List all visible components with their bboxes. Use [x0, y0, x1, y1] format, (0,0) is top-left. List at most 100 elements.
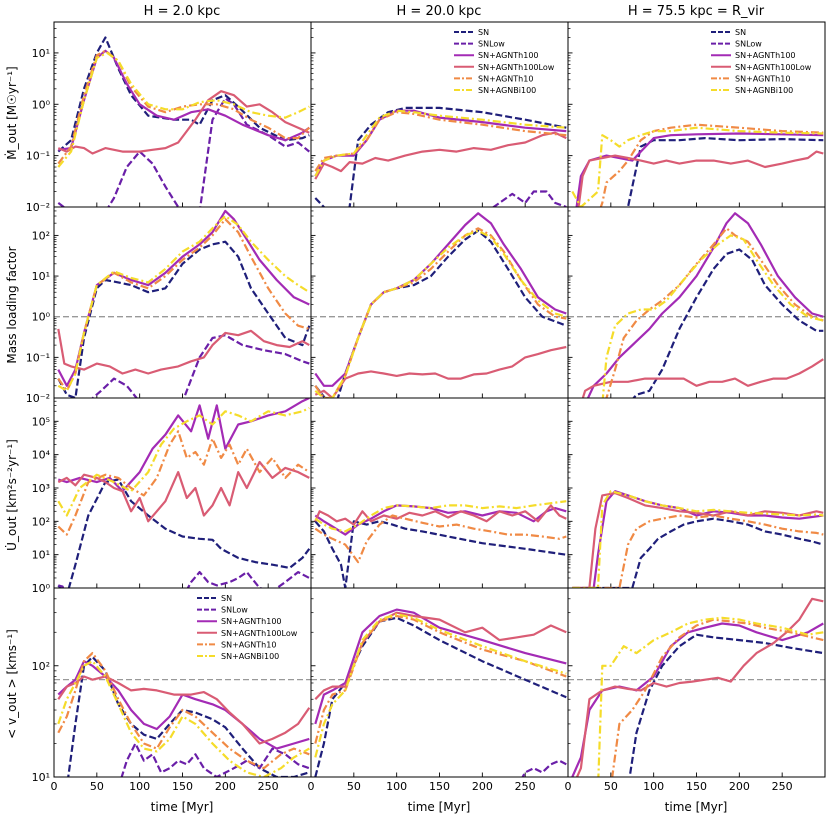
series-line-sn-agnbi100 [314, 500, 567, 533]
x-tick-label: 100 [386, 780, 407, 793]
y-label-row-0: Ṁ_out [M☉yr⁻¹] [4, 66, 19, 159]
panel-r2-c2 [567, 397, 826, 589]
x-tick-label: 150 [686, 780, 707, 793]
series-line-sn [314, 229, 567, 398]
series-line-sn [57, 240, 311, 398]
panel-frame [567, 21, 826, 208]
legend-label: SN+AGNTh100Low [735, 63, 812, 72]
legend-label: SN [735, 28, 746, 37]
column-title-0: H = 2.0 kpc [144, 4, 221, 19]
series-group [57, 398, 311, 588]
legend-label: SN+AGNBi100 [735, 86, 793, 95]
panel-frame [567, 587, 826, 778]
x-tick-label: 150 [172, 780, 193, 793]
panel-r1-c2 [567, 206, 826, 399]
y-tick-label: 10⁻² [26, 392, 50, 405]
column-title-1: H = 20.0 kpc [397, 4, 482, 19]
legend-label: SN+AGNTh10 [735, 74, 790, 83]
legend-label: SN+AGNTh10 [478, 74, 533, 83]
legend-2: SN SNLow SN+AGNTh100 SN+AGNTh100Low SN+AGNTh… [197, 594, 298, 661]
series-line-sn-agnbi100 [314, 229, 567, 398]
column-title-2: H = 75.5 kpc = R_vir [628, 4, 765, 19]
series-group [57, 652, 311, 777]
panel-frame [310, 21, 569, 208]
series-line-sn-agnth100 [57, 209, 310, 387]
y-axis-labels: Ṁ_out [M☉yr⁻¹] Mass loading factor U̇_ou… [4, 66, 19, 739]
series-line-sn [628, 633, 824, 777]
legend-label: SN+AGNTh100 [221, 617, 282, 626]
series-line-sn-agnth100low [314, 504, 567, 526]
y-tick-label: 10² [32, 515, 50, 528]
column-titles: H = 2.0 kpc H = 20.0 kpc H = 75.5 kpc = … [144, 4, 765, 19]
y-tick-label: 10⁴ [32, 449, 51, 462]
series-group [57, 209, 311, 398]
legend-label: SN [221, 594, 232, 603]
legend-label: SNLow [478, 40, 505, 49]
legend-1: SN SNLow SN+AGNTh100 SN+AGNTh100Low SN+AGNTh… [711, 28, 812, 95]
x-tick-label: 250 [515, 780, 536, 793]
series-group [572, 490, 824, 588]
panel-frame [53, 397, 312, 589]
x-tick-label: 0 [308, 780, 315, 793]
series-line-sn-agnth100low [57, 675, 311, 745]
series-line-snlow [91, 334, 310, 398]
series-line-snlow [120, 742, 310, 777]
panel-frame [567, 206, 826, 399]
series-group [314, 608, 567, 777]
x-tick-label: 200 [472, 780, 493, 793]
y-tick-label: 10⁵ [32, 415, 50, 428]
legend-label: SN+AGNTh100 [735, 51, 796, 60]
series-line-sn-agnth100 [314, 504, 567, 536]
y-tick-label: 10⁰ [32, 98, 51, 111]
y-tick-label: 10³ [32, 482, 50, 495]
series-line-sn-agnth100 [571, 622, 824, 777]
panel-r3-c2: 0 50 100 150 200 250 [565, 587, 826, 793]
x-tick-label: 250 [772, 780, 793, 793]
series-line-sn-agnth100 [586, 212, 824, 398]
series-line-sn-agnbi100 [601, 234, 824, 398]
series-line-sn [57, 478, 311, 588]
series-line-sn-agnbi100 [57, 660, 310, 777]
y-tick-label: 10¹ [32, 47, 50, 60]
series-line-sn-agnth10 [314, 614, 567, 744]
series-line-sn-agnth100low [57, 328, 310, 375]
series-line-sn-agnth100low [57, 460, 310, 523]
panel-r2-c1 [310, 397, 569, 589]
x-axis-labels: time [Myr] time [Myr] time [Myr] [151, 800, 728, 814]
y-tick-label: 10⁻¹ [26, 351, 50, 364]
legend-label: SNLow [735, 40, 762, 49]
x-tick-label: 50 [90, 780, 104, 793]
series-line-snlow [58, 571, 310, 588]
y-label-row-2: U̇_out [km²s⁻²yr⁻¹] [5, 439, 19, 551]
series-line-sn [572, 517, 824, 588]
y-tick-label: 10¹ [32, 549, 50, 562]
series-line-sn [632, 248, 824, 398]
series-line-sn [314, 106, 567, 207]
y-label-row-3: < v_out > [kms⁻¹] [5, 629, 19, 739]
series-line-sn-agnth100 [314, 212, 567, 387]
series-group [571, 597, 824, 777]
y-tick-label: 10¹ [32, 270, 50, 283]
x-tick-label: 0 [565, 780, 572, 793]
y-tick-label: 10² [32, 229, 50, 242]
panel-r3-c1: 0 50 100 150 200 250 [308, 587, 569, 793]
legend-label: SN+AGNBi100 [221, 652, 279, 661]
series-line-sn-agnth10 [604, 227, 824, 398]
x-tick-label: 0 [51, 780, 58, 793]
x-tick-label: 250 [258, 780, 279, 793]
legend-label: SN+AGNTh10 [221, 640, 276, 649]
y-tick-label: 10⁻¹ [26, 150, 50, 163]
series-line-sn-agnbi100 [57, 407, 310, 517]
series-line-sn-agnbi100 [57, 214, 310, 392]
panel-grid: 10⁻² 10⁻¹ 10⁰ 10¹ 10⁻² 10⁻¹ 10⁰ 10¹ 10² 10⁰ 10¹ 10²… [26, 21, 826, 793]
series-line-sn-agnbi100 [572, 490, 824, 588]
series-line-sn-agnth10 [314, 111, 567, 172]
legend-label: SN+AGNTh100 [478, 51, 539, 60]
series-line-sn-agnth10 [314, 514, 567, 564]
series-line-sn-agnbi100 [571, 126, 824, 207]
x-label-col-1: time [Myr] [408, 800, 471, 814]
series-line-sn-agnth100low [314, 611, 567, 700]
series-line-sn-agnth10 [57, 49, 311, 165]
y-tick-label: 10⁻² [26, 201, 50, 214]
